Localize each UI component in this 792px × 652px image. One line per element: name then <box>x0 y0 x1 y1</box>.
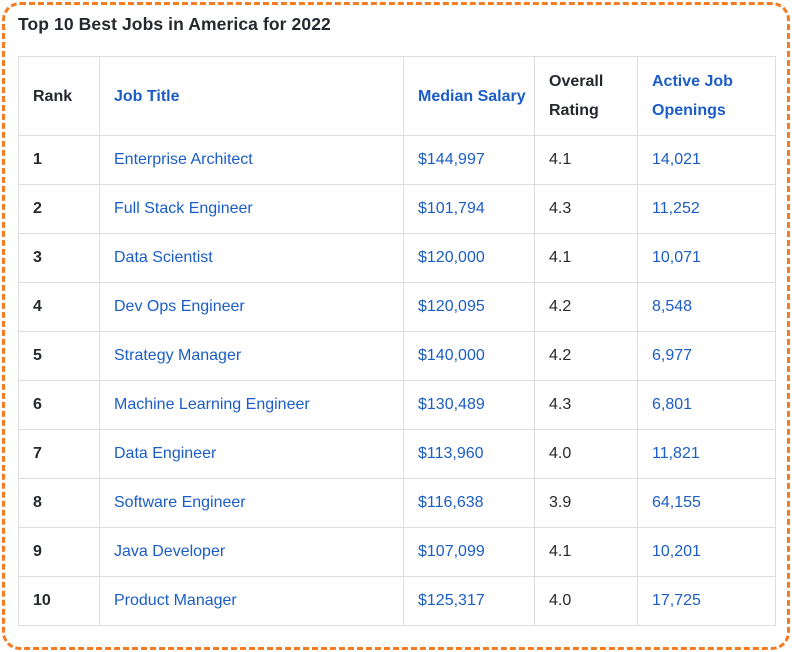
table-row: 2 Full Stack Engineer $101,794 4.3 11,252 <box>18 184 776 234</box>
cell-active-job-openings: 11,821 <box>637 429 776 479</box>
cell-rank: 7 <box>18 429 100 479</box>
table-row: 9 Java Developer $107,099 4.1 10,201 <box>18 527 776 577</box>
table-header-row: Rank Job Title Median Salary Overall Rat… <box>18 56 776 136</box>
cell-median-salary: $101,794 <box>403 184 535 234</box>
cell-overall-rating: 4.1 <box>534 135 638 185</box>
cell-rank: 1 <box>18 135 100 185</box>
cell-median-salary: $113,960 <box>403 429 535 479</box>
cell-overall-rating: 3.9 <box>534 478 638 528</box>
cell-job-title: Strategy Manager <box>99 331 404 381</box>
table-header: Rank Job Title Median Salary Overall Rat… <box>18 56 776 136</box>
cell-overall-rating: 4.2 <box>534 282 638 332</box>
table-row: 7 Data Engineer $113,960 4.0 11,821 <box>18 429 776 479</box>
cell-rank: 8 <box>18 478 100 528</box>
cell-median-salary: $116,638 <box>403 478 535 528</box>
cell-rank: 9 <box>18 527 100 577</box>
cell-job-title: Dev Ops Engineer <box>99 282 404 332</box>
cell-overall-rating: 4.0 <box>534 429 638 479</box>
cell-overall-rating: 4.3 <box>534 380 638 430</box>
cell-rank: 6 <box>18 380 100 430</box>
page-title: Top 10 Best Jobs in America for 2022 <box>18 14 331 34</box>
cell-job-title: Product Manager <box>99 576 404 626</box>
column-header-median-salary: Median Salary <box>403 56 535 136</box>
cell-active-job-openings: 8,548 <box>637 282 776 332</box>
cell-overall-rating: 4.2 <box>534 331 638 381</box>
cell-median-salary: $120,000 <box>403 233 535 283</box>
cell-job-title: Machine Learning Engineer <box>99 380 404 430</box>
table-row: 5 Strategy Manager $140,000 4.2 6,977 <box>18 331 776 381</box>
column-header-job-title: Job Title <box>99 56 404 136</box>
column-header-rank: Rank <box>18 56 100 136</box>
cell-rank: 5 <box>18 331 100 381</box>
cell-median-salary: $125,317 <box>403 576 535 626</box>
cell-overall-rating: 4.1 <box>534 527 638 577</box>
cell-median-salary: $107,099 <box>403 527 535 577</box>
cell-active-job-openings: 11,252 <box>637 184 776 234</box>
table-row: 8 Software Engineer $116,638 3.9 64,155 <box>18 478 776 528</box>
cell-active-job-openings: 14,021 <box>637 135 776 185</box>
cell-job-title: Data Scientist <box>99 233 404 283</box>
table-row: 6 Machine Learning Engineer $130,489 4.3 6,8… <box>18 380 776 430</box>
cell-active-job-openings: 6,977 <box>637 331 776 381</box>
cell-overall-rating: 4.1 <box>534 233 638 283</box>
cell-rank: 10 <box>18 576 100 626</box>
cell-job-title: Enterprise Architect <box>99 135 404 185</box>
cell-rank: 3 <box>18 233 100 283</box>
cell-overall-rating: 4.0 <box>534 576 638 626</box>
cell-active-job-openings: 64,155 <box>637 478 776 528</box>
cell-rank: 4 <box>18 282 100 332</box>
best-jobs-table: Rank Job Title Median Salary Overall Rat… <box>18 56 776 626</box>
cell-job-title: Full Stack Engineer <box>99 184 404 234</box>
table-body: 1 Enterprise Architect $144,997 4.1 14,021 2 F… <box>18 135 776 626</box>
cell-median-salary: $140,000 <box>403 331 535 381</box>
cell-job-title: Java Developer <box>99 527 404 577</box>
column-header-active-job-openings: Active Job Openings <box>637 56 776 136</box>
table-row: 1 Enterprise Architect $144,997 4.1 14,021 <box>18 135 776 185</box>
table-row: 4 Dev Ops Engineer $120,095 4.2 8,548 <box>18 282 776 332</box>
cell-active-job-openings: 17,725 <box>637 576 776 626</box>
table-row: 10 Product Manager $125,317 4.0 17,725 <box>18 576 776 626</box>
cell-rank: 2 <box>18 184 100 234</box>
column-header-overall-rating: Overall Rating <box>534 56 638 136</box>
content-area: Top 10 Best Jobs in America for 2022 Ran… <box>18 14 776 626</box>
cell-overall-rating: 4.3 <box>534 184 638 234</box>
cell-active-job-openings: 6,801 <box>637 380 776 430</box>
cell-median-salary: $120,095 <box>403 282 535 332</box>
cell-median-salary: $144,997 <box>403 135 535 185</box>
cell-median-salary: $130,489 <box>403 380 535 430</box>
cell-job-title: Software Engineer <box>99 478 404 528</box>
cell-active-job-openings: 10,071 <box>637 233 776 283</box>
cell-active-job-openings: 10,201 <box>637 527 776 577</box>
table-row: 3 Data Scientist $120,000 4.1 10,071 <box>18 233 776 283</box>
cell-job-title: Data Engineer <box>99 429 404 479</box>
